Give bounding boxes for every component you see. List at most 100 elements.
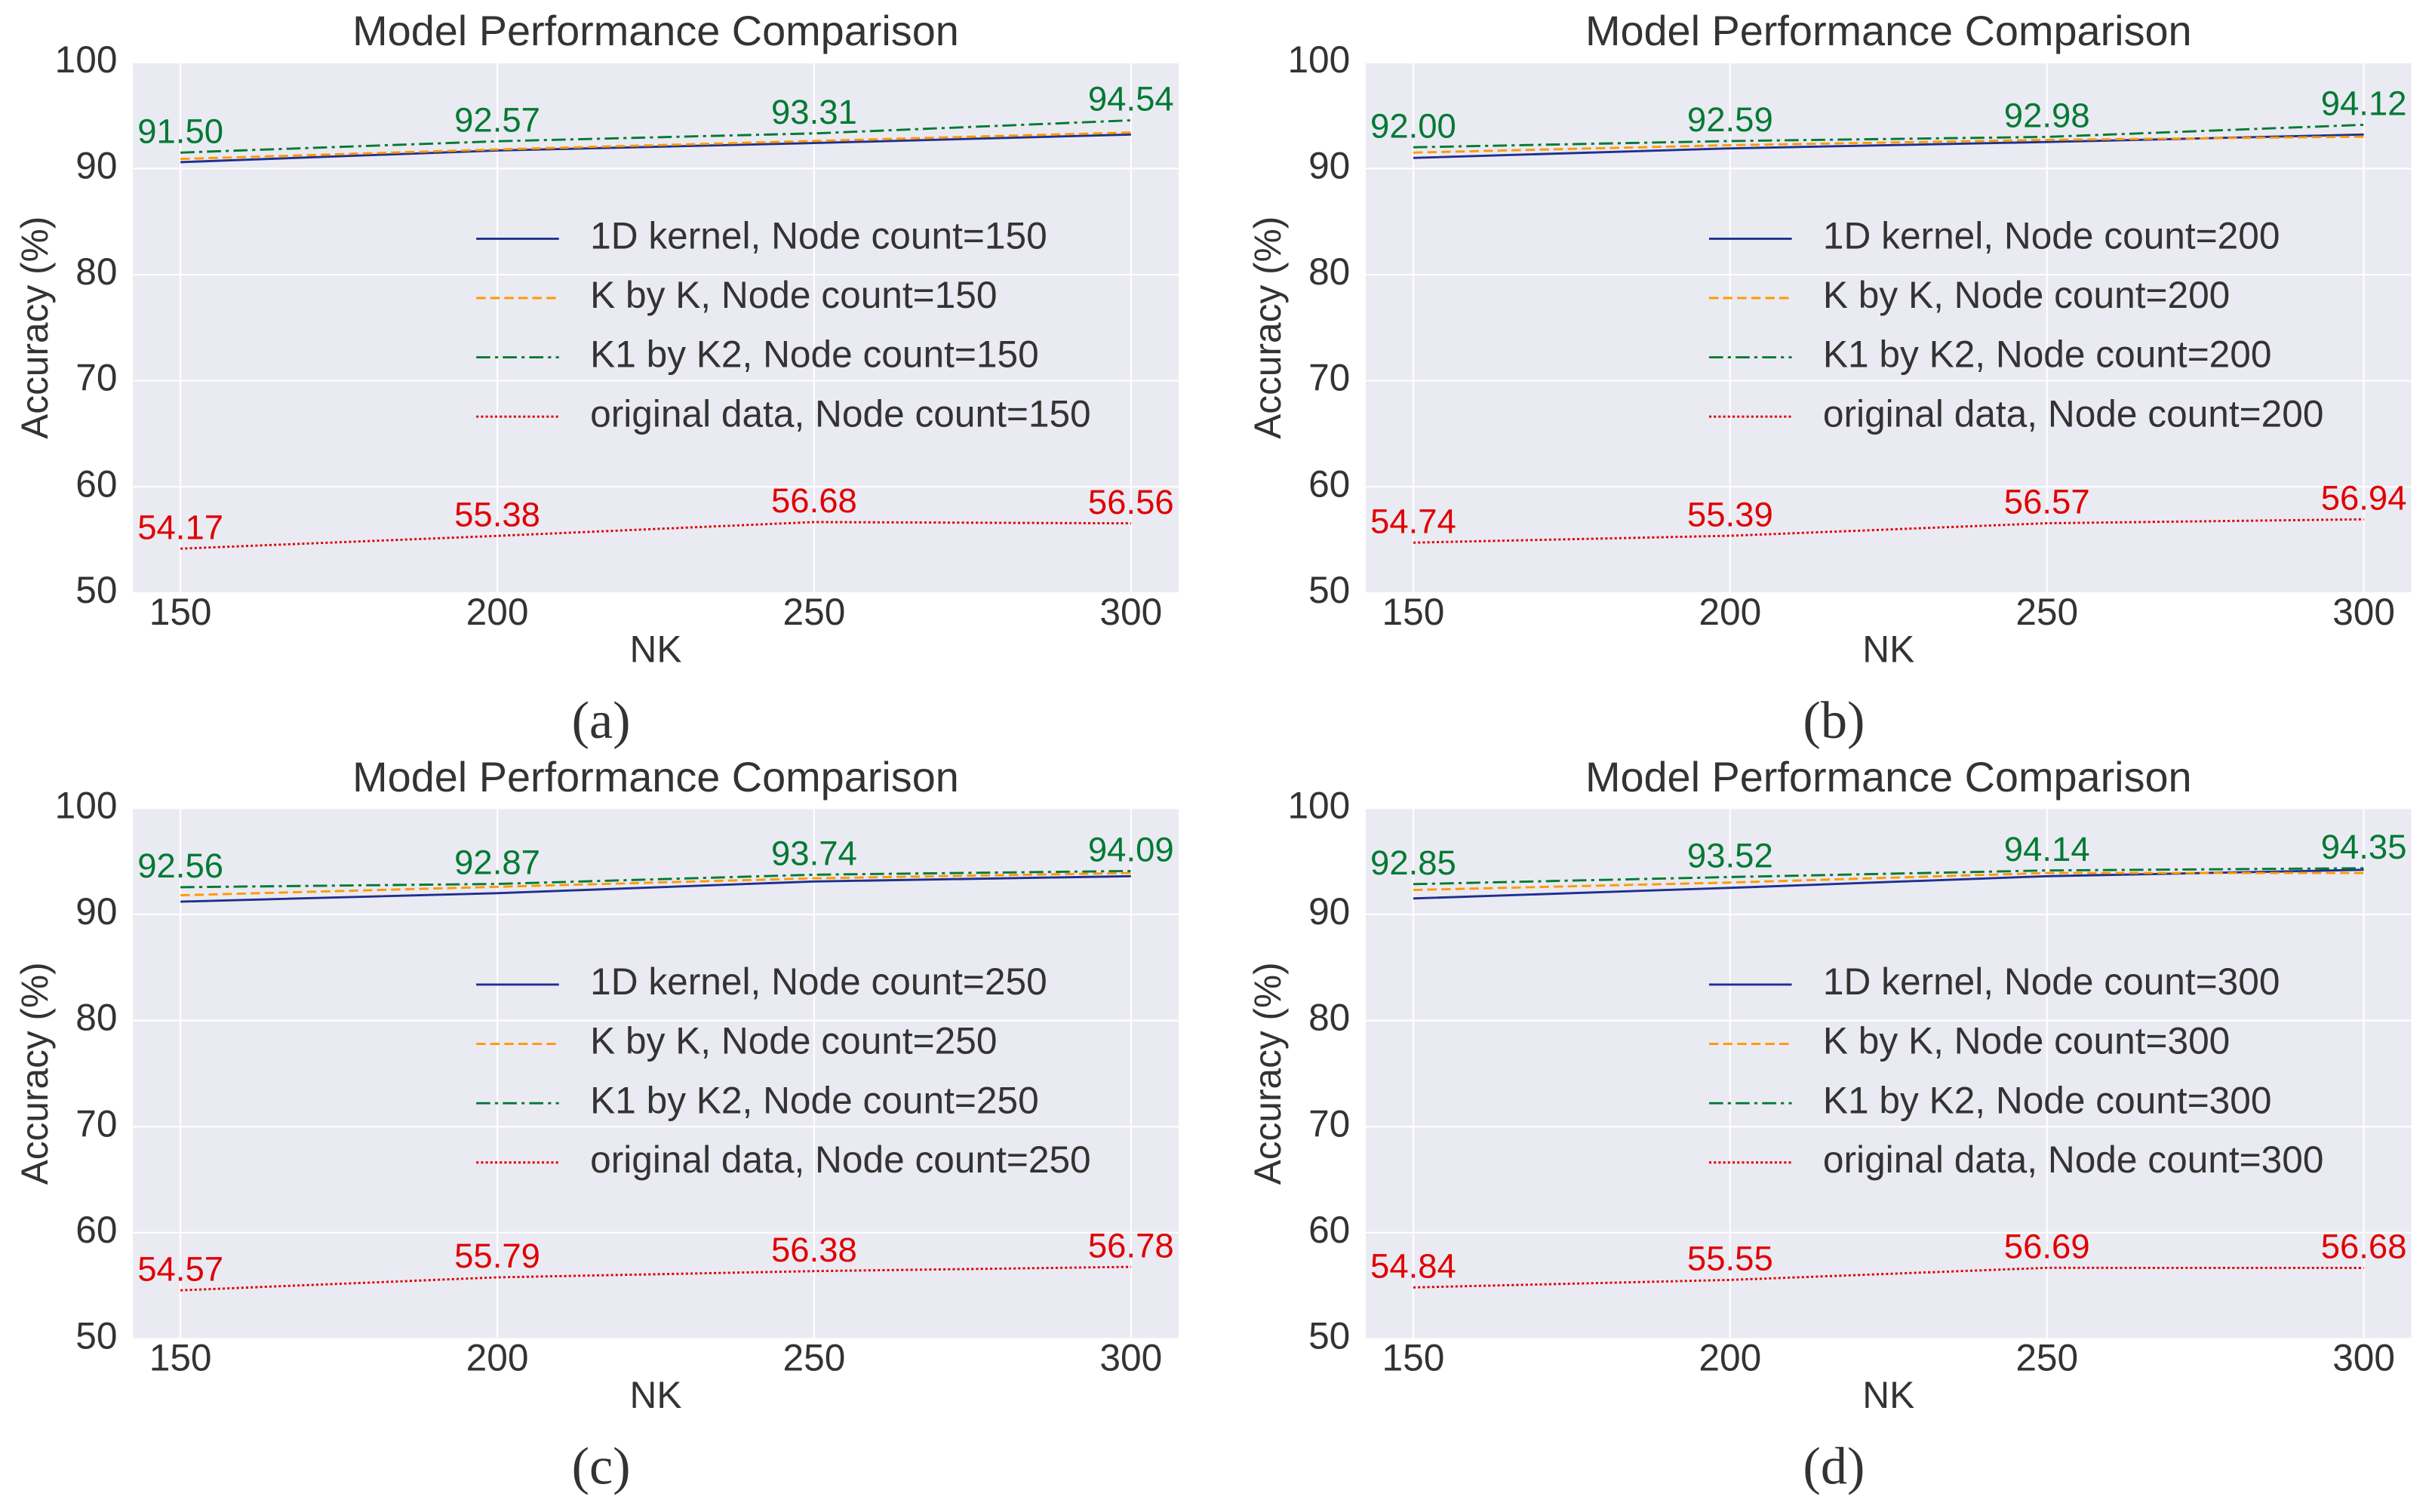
plot-area bbox=[133, 808, 1179, 1339]
x-axis-label: NK bbox=[630, 1374, 682, 1416]
x-tick-label: 150 bbox=[1382, 1337, 1445, 1379]
data-label: 94.14 bbox=[2004, 830, 2090, 868]
data-label: 55.39 bbox=[1687, 495, 1773, 533]
y-tick-label: 90 bbox=[1308, 890, 1350, 933]
y-tick-label: 50 bbox=[75, 569, 117, 611]
chart-panel: 50 60 70 80 90 100 150 200 250 300 Model Performan… bbox=[1247, 753, 2412, 1495]
data-label: 92.87 bbox=[454, 844, 540, 882]
data-label: 56.78 bbox=[1088, 1226, 1174, 1265]
series-line bbox=[180, 133, 1131, 164]
y-tick-label: 60 bbox=[1308, 463, 1350, 505]
data-label: 92.57 bbox=[454, 100, 540, 139]
chart-panel: 50 60 70 80 90 100 150 200 250 300 Model Performan… bbox=[14, 753, 1179, 1495]
y-tick-label: 90 bbox=[75, 890, 117, 933]
y-axis-label: Accuracy (%) bbox=[1247, 962, 1289, 1185]
x-axis-label: NK bbox=[630, 628, 682, 671]
y-tick-label: 70 bbox=[1308, 357, 1350, 399]
y-tick-label: 70 bbox=[75, 357, 117, 399]
data-label: 94.12 bbox=[2321, 85, 2407, 123]
series-line bbox=[1413, 871, 2364, 892]
legend-label: K1 by K2, Node count=300 bbox=[1823, 1079, 2272, 1121]
y-tick-label: 80 bbox=[75, 250, 117, 293]
legend-label: 1D kernel, Node count=200 bbox=[1823, 215, 2280, 257]
y-axis-label: Accuracy (%) bbox=[1247, 217, 1289, 439]
y-tick-label: 80 bbox=[1308, 997, 1350, 1039]
y-tick-label: 90 bbox=[75, 144, 117, 186]
x-axis-label: NK bbox=[1862, 1374, 1914, 1416]
legend-label: K1 by K2, Node count=200 bbox=[1823, 333, 2272, 376]
y-tick-label: 80 bbox=[75, 997, 117, 1039]
data-label: 94.35 bbox=[2321, 828, 2407, 866]
data-label: 91.50 bbox=[137, 112, 223, 150]
x-tick-label: 300 bbox=[1099, 1337, 1162, 1379]
series-line bbox=[180, 131, 1131, 161]
legend-label: K1 by K2, Node count=150 bbox=[590, 333, 1039, 376]
legend-label: K1 by K2, Node count=250 bbox=[590, 1079, 1039, 1121]
y-tick-label: 100 bbox=[1287, 38, 1350, 81]
legend-label: original data, Node count=150 bbox=[590, 392, 1091, 435]
data-label: 93.52 bbox=[1687, 837, 1773, 875]
series-line bbox=[1413, 135, 2364, 154]
y-tick-label: 70 bbox=[1308, 1102, 1350, 1145]
legend-label: original data, Node count=200 bbox=[1823, 392, 2324, 435]
data-label: 54.74 bbox=[1370, 502, 1456, 540]
y-tick-label: 60 bbox=[1308, 1209, 1350, 1251]
data-label: 55.38 bbox=[454, 495, 540, 533]
data-label: 54.84 bbox=[1370, 1247, 1456, 1286]
chart-panel: 50 60 70 80 90 100 150 200 250 300 Model Performan… bbox=[14, 7, 1179, 750]
data-label: 94.09 bbox=[1088, 831, 1174, 869]
legend-label: K by K, Node count=200 bbox=[1823, 274, 2230, 316]
legend-label: K by K, Node count=150 bbox=[590, 274, 997, 316]
y-tick-label: 100 bbox=[55, 38, 118, 81]
data-label: 56.57 bbox=[2004, 483, 2090, 521]
data-label: 54.57 bbox=[137, 1249, 223, 1288]
legend-label: original data, Node count=300 bbox=[1823, 1139, 2324, 1181]
x-tick-label: 250 bbox=[783, 591, 846, 633]
series-line bbox=[180, 874, 1131, 903]
legend-label: 1D kernel, Node count=300 bbox=[1823, 960, 2280, 1003]
data-label: 56.94 bbox=[2321, 478, 2407, 517]
x-tick-label: 150 bbox=[149, 1337, 212, 1379]
data-label: 92.56 bbox=[137, 847, 223, 885]
y-tick-label: 50 bbox=[75, 1315, 117, 1357]
x-tick-label: 200 bbox=[1699, 591, 1761, 633]
series-line bbox=[1413, 1266, 2364, 1289]
y-tick-label: 100 bbox=[55, 784, 118, 826]
data-label: 93.31 bbox=[771, 93, 857, 131]
legend-label: original data, Node count=250 bbox=[590, 1139, 1091, 1181]
x-tick-label: 150 bbox=[1382, 591, 1445, 633]
y-tick-label: 100 bbox=[1287, 784, 1350, 826]
y-tick-label: 80 bbox=[1308, 250, 1350, 293]
x-tick-label: 300 bbox=[2332, 1337, 2395, 1379]
y-tick-label: 60 bbox=[75, 1209, 117, 1251]
x-tick-label: 200 bbox=[466, 591, 529, 633]
legend-label: K by K, Node count=300 bbox=[1823, 1020, 2230, 1062]
y-tick-label: 50 bbox=[1308, 569, 1350, 611]
panel-caption: (a) bbox=[572, 691, 631, 750]
y-tick-label: 60 bbox=[75, 463, 117, 505]
series-line bbox=[180, 871, 1131, 897]
panel-caption: (c) bbox=[572, 1437, 631, 1495]
data-label: 56.68 bbox=[771, 481, 857, 520]
legend-label: K by K, Node count=250 bbox=[590, 1020, 997, 1062]
data-label: 92.00 bbox=[1370, 106, 1456, 145]
data-label: 92.59 bbox=[1687, 100, 1773, 139]
series-line bbox=[180, 521, 1131, 550]
data-label: 92.98 bbox=[2004, 97, 2090, 135]
x-tick-label: 300 bbox=[1099, 591, 1162, 633]
chart-title: Model Performance Comparison bbox=[1585, 753, 2192, 801]
data-label: 56.38 bbox=[771, 1231, 857, 1269]
chart-title: Model Performance Comparison bbox=[1585, 7, 2192, 54]
data-label: 55.55 bbox=[1687, 1240, 1773, 1278]
plot-area bbox=[1365, 62, 2412, 593]
y-axis-label: Accuracy (%) bbox=[14, 217, 56, 439]
data-label: 93.74 bbox=[771, 834, 857, 873]
x-tick-label: 200 bbox=[1699, 1337, 1761, 1379]
data-label: 56.69 bbox=[2004, 1228, 2090, 1266]
series-line bbox=[1413, 518, 2364, 544]
x-axis-label: NK bbox=[1862, 628, 1914, 671]
series-line bbox=[180, 1265, 1131, 1292]
data-label: 56.56 bbox=[1088, 483, 1174, 521]
chart-panel: 50 60 70 80 90 100 150 200 250 300 Model Performan… bbox=[1247, 7, 2412, 750]
